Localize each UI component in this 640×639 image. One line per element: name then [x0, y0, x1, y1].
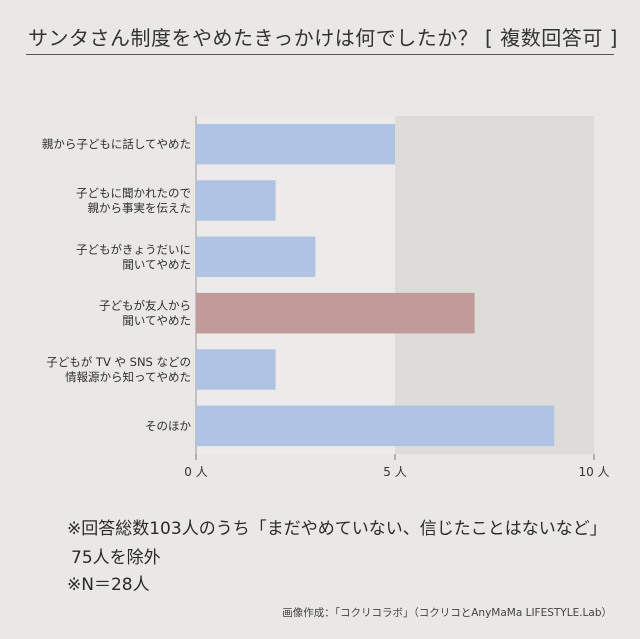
x-tick-label-1: 0 人	[184, 465, 207, 479]
category-label-1: 親から子どもに話してやめた	[42, 137, 191, 151]
footnote-sample-size: ※N＝28人	[67, 575, 150, 595]
category-label-line: 子どもが TV や SNS などの	[46, 355, 191, 369]
category-label-3: 子どもがきょうだいに聞いてやめた	[76, 242, 191, 271]
x-tick-label-3: 10 人	[578, 465, 609, 479]
category-label-6: そのほか	[145, 419, 191, 433]
bar-3	[196, 236, 316, 278]
title-divider	[26, 54, 614, 55]
plot-area-shade	[395, 116, 594, 454]
category-label-line: 子どもが友人から	[99, 299, 191, 313]
chart-title: サンタさん制度をやめたきっかけは何でしたか？ [ 複数回答可 ]	[28, 26, 618, 50]
x-tick-label-2: 5 人	[383, 465, 406, 479]
bar-chart: 親から子どもに話してやめた子どもに聞かれたので親から事実を伝えた子どもがきょうだ…	[42, 116, 610, 479]
category-label-line: そのほか	[145, 419, 191, 433]
category-label-5: 子どもが TV や SNS などの情報源から知ってやめた	[46, 355, 191, 384]
bar-2	[196, 180, 276, 221]
category-label-2: 子どもに聞かれたので親から事実を伝えた	[76, 186, 191, 215]
category-label-line: 聞いてやめた	[122, 314, 191, 328]
category-label-line: 情報源から知ってやめた	[65, 370, 191, 384]
category-label-line: 子どもがきょうだいに	[76, 242, 191, 256]
category-label-line: 子どもに聞かれたので	[76, 186, 191, 200]
bar-4	[196, 292, 475, 334]
image-credit: 画像作成：「コクリコラボ」（コクリコとAnyMaMa LIFESTYLE.Lab…	[282, 607, 612, 619]
bar-1	[196, 123, 395, 165]
bar-5	[196, 349, 276, 390]
bar-6	[196, 405, 555, 447]
category-label-4: 子どもが友人から聞いてやめた	[99, 299, 191, 328]
category-label-line: 親から事実を伝えた	[88, 201, 192, 215]
footnote-excluded: 75人を除外	[71, 548, 161, 568]
category-label-line: 聞いてやめた	[122, 257, 191, 271]
category-label-line: 親から子どもに話してやめた	[42, 137, 191, 151]
footnote-total: ※回答総数103人のうち「まだやめていない、信じたことはないなど」	[67, 519, 607, 539]
